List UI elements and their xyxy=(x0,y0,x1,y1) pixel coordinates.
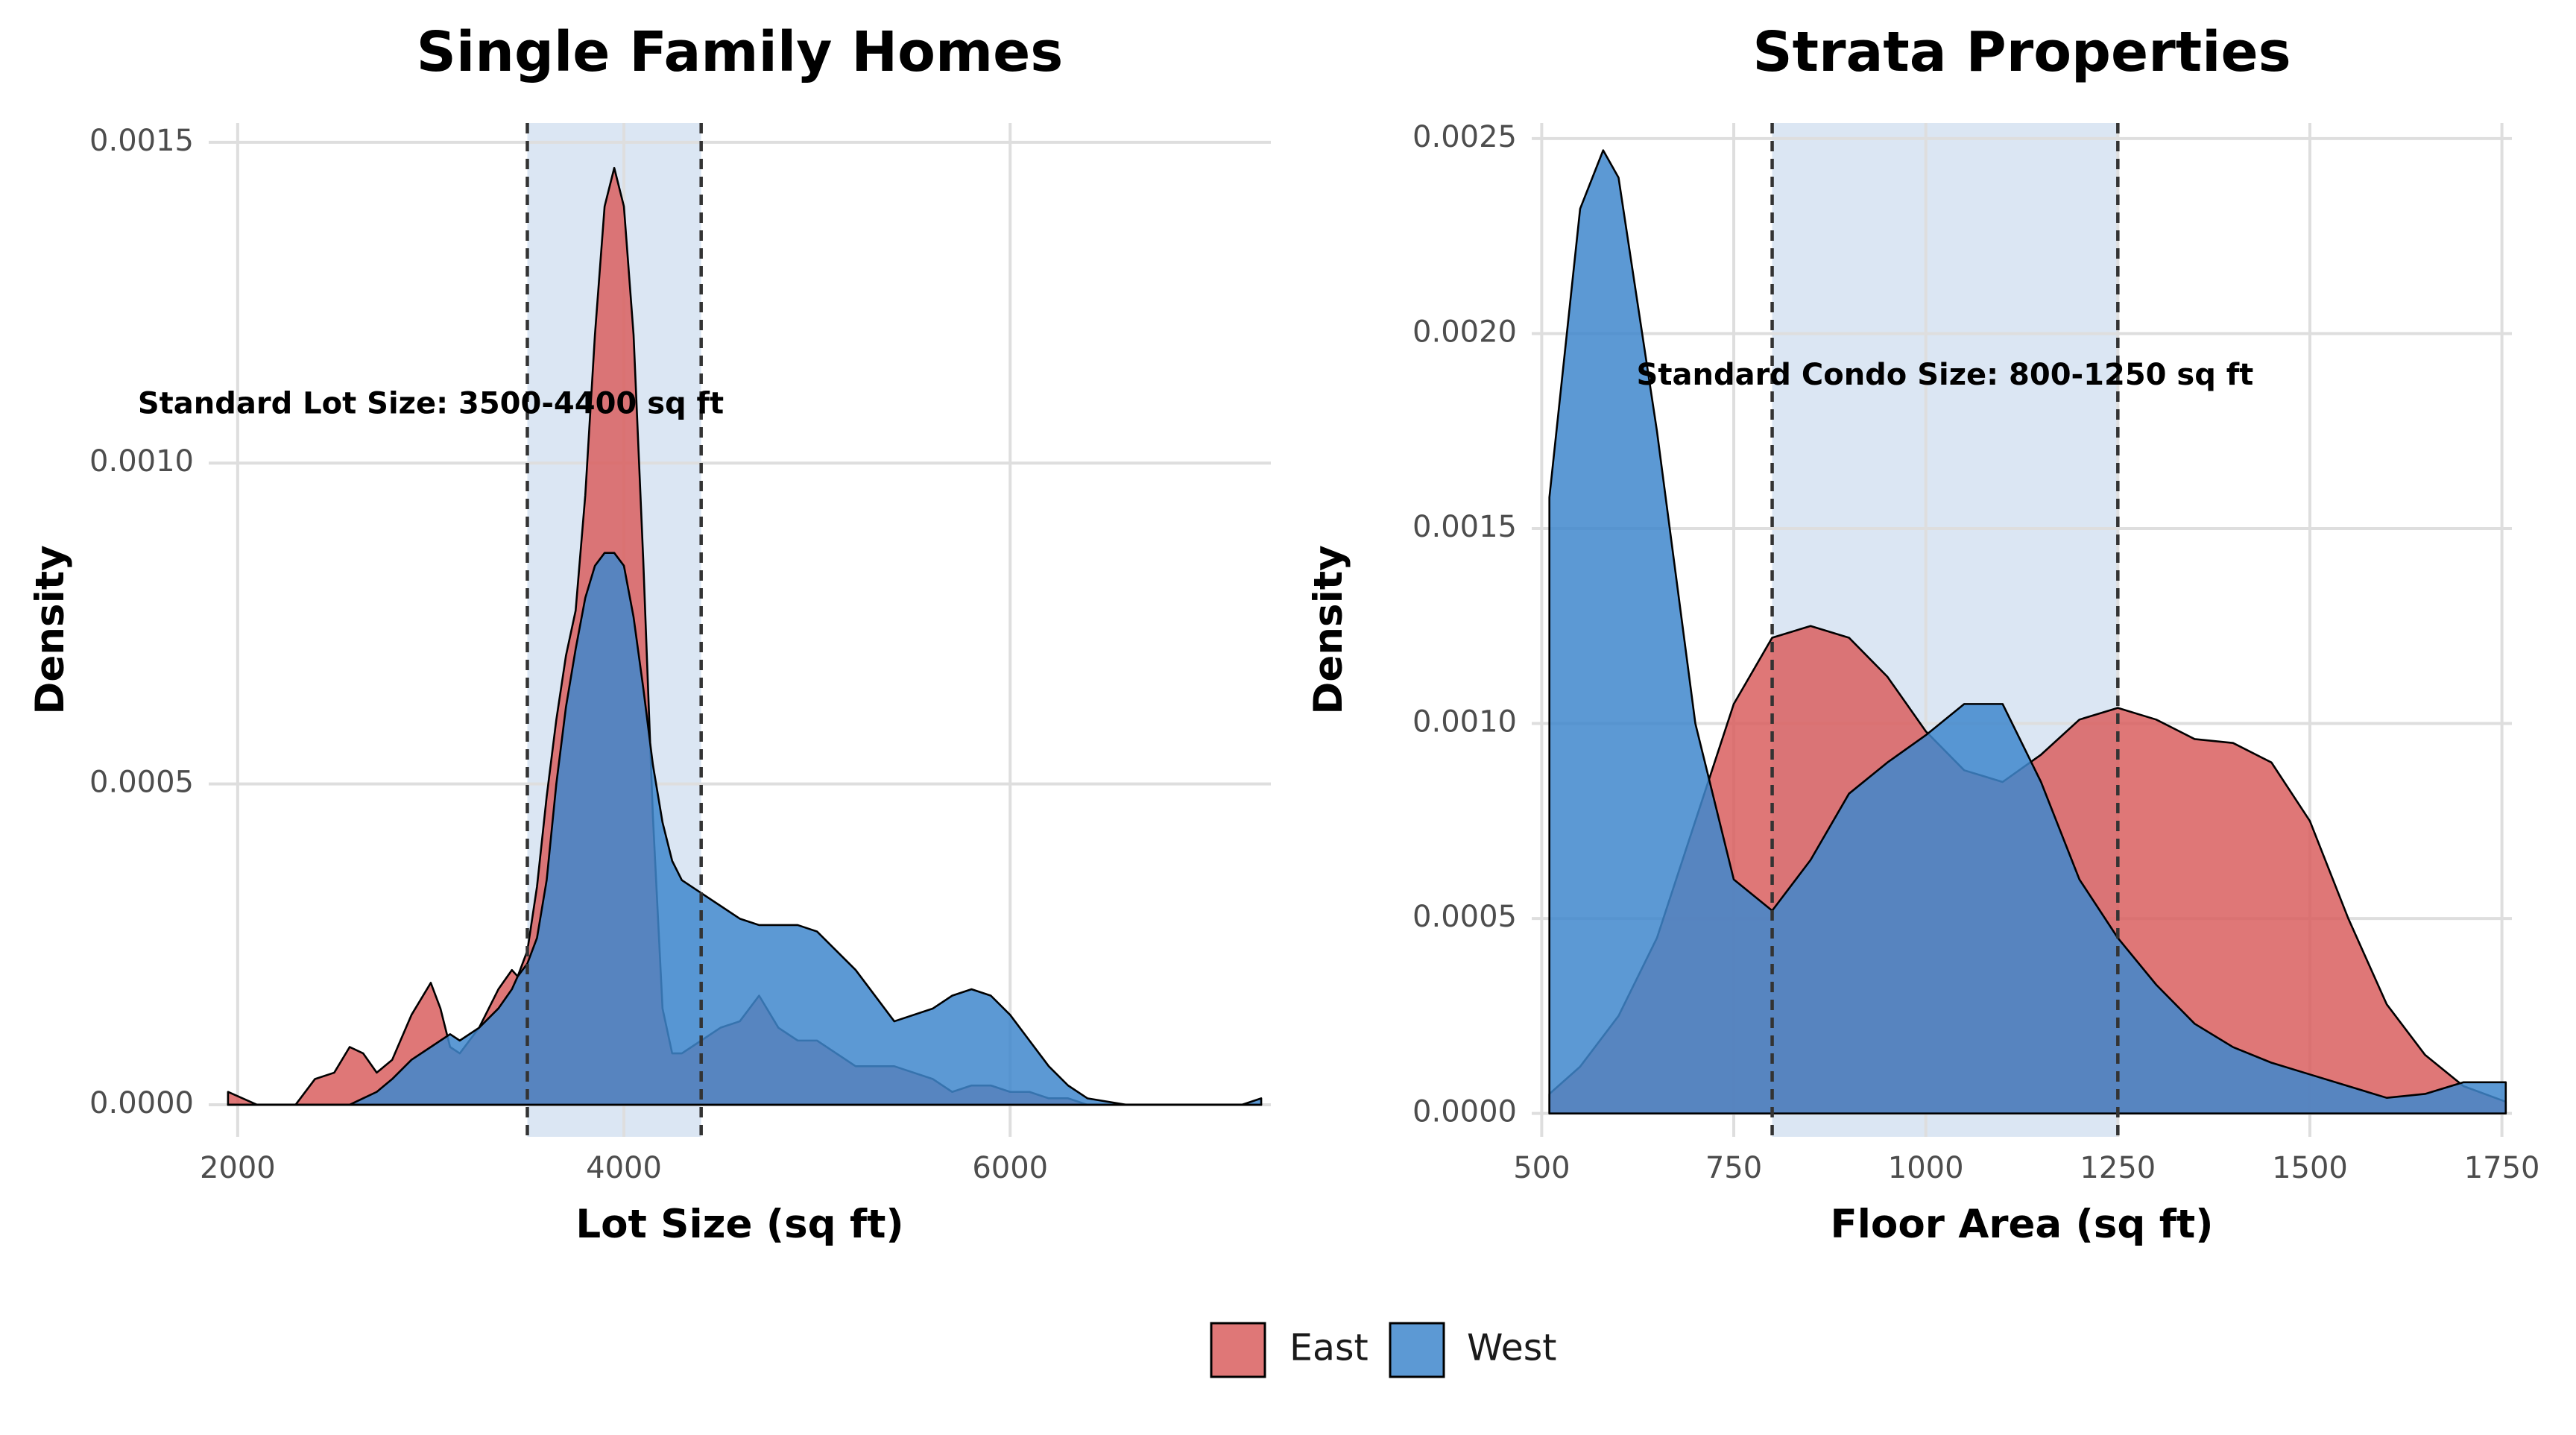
panel-single-family-homes: Standard Lot Size: 3500-4400 sq ft 0.0000… xyxy=(28,20,1271,1247)
legend-swatch-east xyxy=(1210,1322,1266,1378)
x-tick-label: 4000 xyxy=(586,1151,662,1185)
y-axis-title: Density xyxy=(28,545,73,714)
y-tick-label: 0.0015 xyxy=(1412,510,1517,544)
x-tick-label: 750 xyxy=(1705,1151,1762,1185)
x-tick-label: 1500 xyxy=(2272,1151,2348,1185)
y-tick-label: 0.0005 xyxy=(89,766,194,800)
legend-label-east: East xyxy=(1289,1327,1368,1369)
x-tick-label: 1750 xyxy=(2464,1151,2540,1185)
legend-label-west: West xyxy=(1467,1327,1556,1369)
y-tick-label: 0.0015 xyxy=(89,124,194,158)
x-tick-label: 2000 xyxy=(200,1151,276,1185)
density-area-west xyxy=(1548,149,2507,1114)
legend-swatch-west xyxy=(1389,1322,1445,1378)
y-tick-label: 0.0000 xyxy=(89,1086,194,1120)
chart-title: Single Family Homes xyxy=(417,20,1064,84)
y-tick-label: 0.0010 xyxy=(1412,705,1517,739)
y-tick-label: 0.0020 xyxy=(1412,315,1517,349)
x-tick-label: 1000 xyxy=(1888,1151,1964,1185)
y-tick-label: 0.0005 xyxy=(1412,900,1517,934)
y-tick-label: 0.0025 xyxy=(1412,120,1517,154)
annotation-label: Standard Lot Size: 3500-4400 sq ft xyxy=(138,387,724,421)
annotation-label: Standard Condo Size: 800-1250 sq ft xyxy=(1637,358,2254,392)
y-tick-label: 0.0000 xyxy=(1412,1095,1517,1129)
y-axis-title: Density xyxy=(1306,545,1351,714)
x-tick-label: 500 xyxy=(1513,1151,1570,1185)
density-area-west xyxy=(227,552,1263,1106)
legend: East West xyxy=(1210,1322,1556,1378)
x-tick-label: 1250 xyxy=(2080,1151,2156,1185)
x-axis-title: Lot Size (sq ft) xyxy=(575,1202,903,1247)
x-tick-label: 6000 xyxy=(972,1151,1048,1185)
chart-title: Strata Properties xyxy=(1752,20,2291,84)
y-tick-label: 0.0010 xyxy=(89,444,194,479)
x-axis-title: Floor Area (sq ft) xyxy=(1831,1202,2214,1247)
panel-strata-properties: Standard Condo Size: 800-1250 sq ft 0.000… xyxy=(1306,20,2540,1247)
